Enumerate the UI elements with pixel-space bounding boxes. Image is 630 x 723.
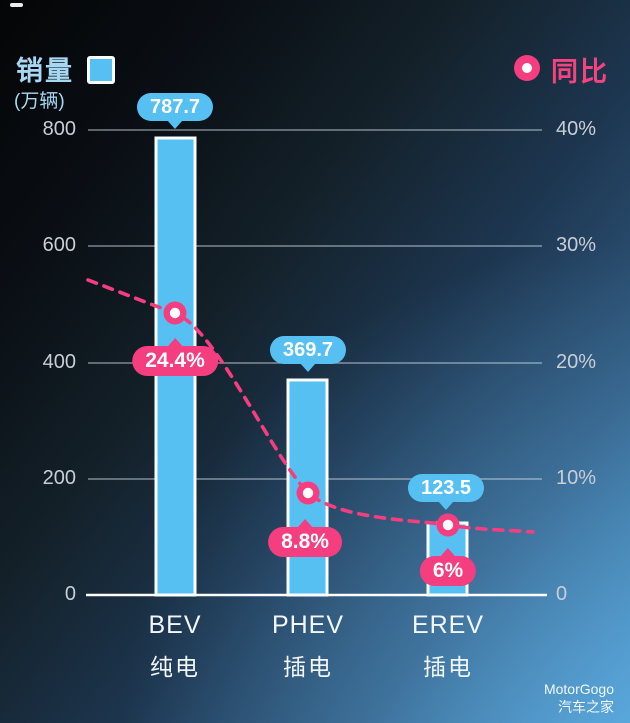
- category-phev-name: 插电: [283, 654, 333, 680]
- marker-bev-inner: [169, 307, 181, 319]
- bubble-pointer-icon: [300, 363, 316, 372]
- value-bubble-erev: 123.5: [407, 474, 485, 510]
- bubble-pointer-icon: [438, 501, 454, 510]
- yoy-bubble-erev: 6%: [419, 548, 477, 586]
- left-axis-tick-400: 400: [42, 351, 76, 373]
- yoy-bubble-bev: 24.4%: [132, 338, 218, 376]
- legend-yoy-label: 同比: [551, 57, 609, 87]
- bubble-pointer-icon: [297, 519, 313, 528]
- legend-sales-swatch-icon: [87, 56, 115, 84]
- watermark-brand: MotorGogo: [543, 681, 614, 697]
- yoy-erev: 6%: [432, 559, 464, 582]
- category-phev-code: PHEV: [271, 611, 345, 639]
- left-axis-tick-800: 800: [42, 118, 76, 140]
- yoy-bev: 24.4%: [145, 349, 205, 372]
- marker-phev-inner: [302, 487, 314, 499]
- category-bev-code: BEV: [148, 611, 202, 639]
- left-axis-tick-0: 0: [64, 583, 76, 605]
- right-axis-tick-20: 20%: [556, 351, 597, 373]
- right-axis-tick-10: 10%: [556, 467, 597, 489]
- watermark: MotorGogo 汽车之家: [544, 680, 614, 716]
- yoy-phev: 8.8%: [281, 530, 329, 553]
- bubble-pointer-icon: [167, 120, 183, 129]
- left-axis-tick-200: 200: [42, 467, 76, 489]
- marker-erev-inner: [442, 519, 454, 531]
- right-axis-tick-30: 30%: [556, 234, 597, 256]
- bubble-pointer-icon: [166, 338, 183, 347]
- category-bev: BEV 纯电: [148, 611, 201, 682]
- top-left-marker: [10, 3, 23, 7]
- yoy-bubble-phev: 8.8%: [268, 519, 342, 557]
- value-bubble-bev: 787.7: [136, 93, 214, 129]
- legend-sales-label: 销量: [16, 56, 74, 86]
- category-erev: EREV 插电: [412, 611, 484, 682]
- left-axis-tick-600: 600: [42, 234, 76, 256]
- value-phev: 369.7: [282, 339, 334, 361]
- watermark-site: 汽车之家: [558, 699, 614, 715]
- category-phev: PHEV 插电: [272, 611, 344, 682]
- category-bev-name: 纯电: [150, 654, 200, 680]
- legend-yoy-dot-icon: [514, 55, 540, 81]
- category-erev-name: 插电: [423, 654, 473, 680]
- category-erev-code: EREV: [411, 611, 485, 639]
- value-erev: 123.5: [420, 477, 472, 499]
- right-axis-tick-40: 40%: [556, 118, 597, 140]
- right-axis-tick-0: 0: [556, 583, 568, 605]
- bubble-pointer-icon: [439, 548, 456, 557]
- value-bubble-phev: 369.7: [269, 336, 347, 372]
- legend-sales-unit: (万辆): [14, 91, 65, 112]
- value-bev: 787.7: [149, 96, 201, 118]
